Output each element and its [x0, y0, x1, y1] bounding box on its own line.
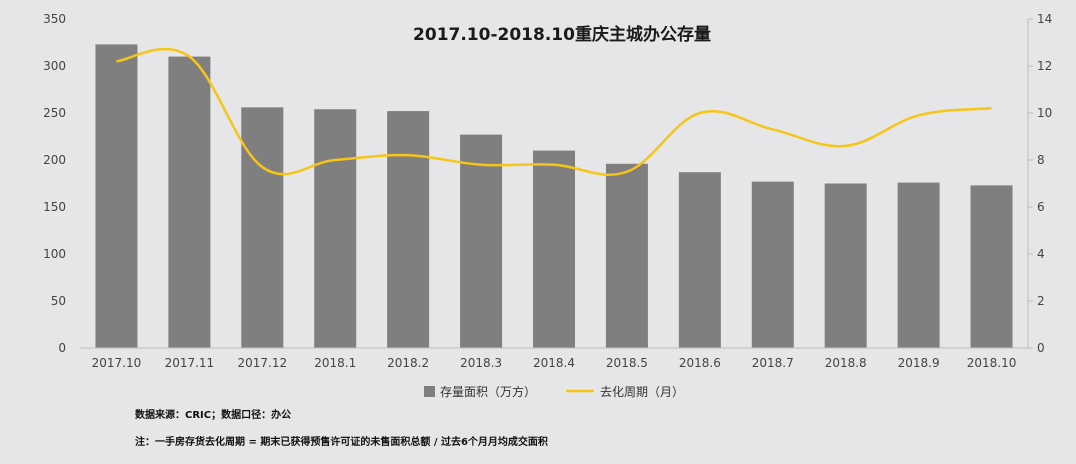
x-tick-label: 2018.3: [460, 356, 502, 370]
legend-label-line: 去化周期（月）: [600, 385, 684, 399]
x-tick-label: 2018.6: [679, 356, 721, 370]
x-tick-label: 2017.12: [237, 356, 287, 370]
x-tick-label: 2018.10: [967, 356, 1017, 370]
line-path: [116, 47, 992, 177]
right-tick-label: 6: [1037, 200, 1045, 214]
legend-swatch-bar: [424, 386, 435, 397]
bar: [897, 182, 940, 348]
left-tick-label: 0: [58, 341, 66, 355]
bar: [387, 111, 430, 349]
bar-series: [95, 44, 1013, 349]
bar: [605, 163, 648, 348]
x-tick-label: 2017.10: [92, 356, 142, 370]
bar: [241, 107, 284, 348]
bar: [678, 172, 721, 348]
legend: 存量面积（万方） 去化周期（月）: [424, 384, 684, 399]
x-axis: 2017.10 2017.11 2017.12 2018.1 2018.2 2018.3 2…: [80, 347, 1028, 370]
x-tick-label: 2018.1: [314, 356, 356, 370]
bar: [970, 185, 1013, 348]
left-tick-label: 250: [43, 106, 66, 120]
left-tick-label: 150: [43, 200, 66, 214]
bar: [168, 56, 211, 348]
left-tick-label: 300: [43, 59, 66, 73]
bar: [751, 181, 794, 348]
bar: [533, 150, 575, 348]
x-tick-label: 2018.5: [606, 356, 648, 370]
x-tick-label: 2017.11: [165, 356, 215, 370]
right-tick-label: 8: [1037, 153, 1045, 167]
left-tick-label: 200: [43, 153, 66, 167]
right-tick-label: 10: [1037, 106, 1052, 120]
definition-note: 注：一手房存货去化周期 = 期末已获得预售许可证的未售面积总额 / 过去6个月月…: [135, 435, 548, 448]
x-tick-label: 2018.2: [387, 356, 429, 370]
right-tick-label: 14: [1037, 12, 1052, 26]
x-tick-label: 2018.4: [533, 356, 575, 370]
x-tick-label: 2018.7: [752, 356, 794, 370]
right-axis: 0 2 4 6 8 10 12 14: [1027, 12, 1052, 355]
bar: [460, 134, 503, 348]
x-tick-label: 2018.8: [825, 356, 867, 370]
source-note: 数据来源：CRIC；数据口径：办公: [135, 408, 291, 421]
x-tick-label: 2018.9: [898, 356, 940, 370]
right-tick-label: 0: [1037, 341, 1045, 355]
bar: [314, 109, 357, 349]
line-series: [116, 47, 992, 177]
left-axis: 0 50 100 150 200 250 300 350: [43, 12, 66, 355]
right-tick-label: 12: [1037, 59, 1052, 73]
legend-label-bar: 存量面积（万方）: [440, 384, 536, 399]
left-tick-label: 100: [43, 247, 66, 261]
bar: [824, 183, 867, 348]
left-tick-label: 50: [51, 294, 66, 308]
left-tick-label: 350: [43, 12, 66, 26]
right-tick-label: 2: [1037, 294, 1045, 308]
bar: [95, 44, 138, 348]
right-tick-label: 4: [1037, 247, 1045, 261]
chart-title: 2017.10-2018.10重庆主城办公存量: [413, 24, 711, 45]
